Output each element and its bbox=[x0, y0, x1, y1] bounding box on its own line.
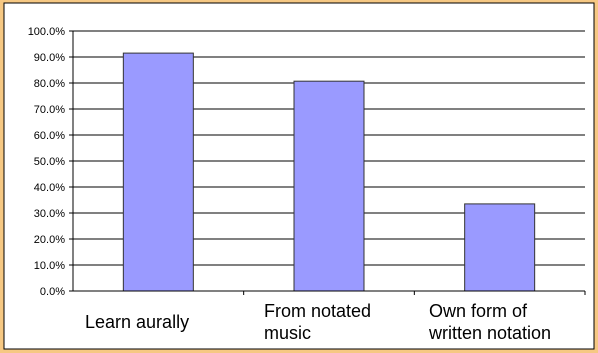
x-category-label: Learn aurally bbox=[85, 312, 189, 332]
y-tick-label: 50.0% bbox=[34, 156, 65, 168]
y-tick-label: 20.0% bbox=[34, 234, 65, 246]
bar bbox=[464, 203, 536, 292]
bar bbox=[293, 80, 365, 292]
y-tick-label: 80.0% bbox=[34, 78, 65, 90]
bars bbox=[122, 52, 536, 292]
y-tick-label: 60.0% bbox=[34, 130, 65, 142]
y-tick-label: 30.0% bbox=[34, 208, 65, 220]
x-category-label: Own form of written notation bbox=[428, 301, 551, 343]
y-tick-label: 10.0% bbox=[34, 260, 65, 272]
axes bbox=[69, 30, 586, 295]
y-tick-label: 40.0% bbox=[34, 182, 65, 194]
axis-labels: 0.0% 10.0% 20.0% 30.0% 40.0% 50.0% 60.0% 70.0% 8… bbox=[28, 26, 551, 343]
x-category-label: From notated music bbox=[264, 301, 371, 343]
y-tick-label: 0.0% bbox=[40, 286, 65, 298]
y-tick-label: 90.0% bbox=[34, 52, 65, 64]
y-tick-label: 100.0% bbox=[28, 26, 66, 38]
y-tick-label: 70.0% bbox=[34, 104, 65, 116]
bar bbox=[122, 52, 194, 292]
